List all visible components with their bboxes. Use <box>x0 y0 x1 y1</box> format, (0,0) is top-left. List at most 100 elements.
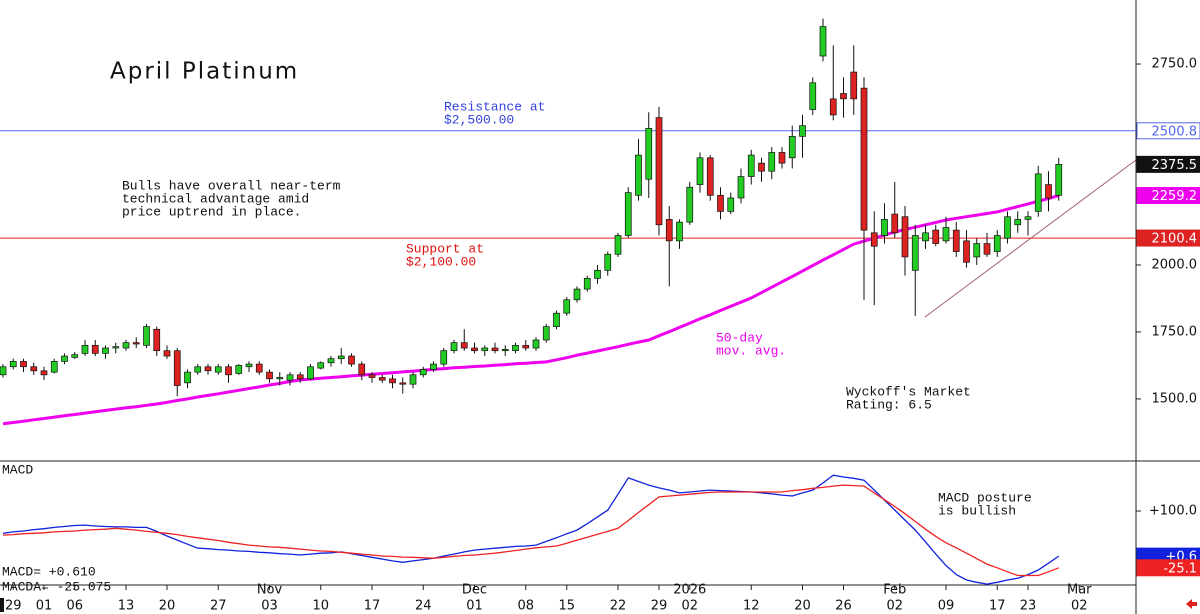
annotation: Resistance at <box>444 99 545 114</box>
candle-body <box>583 278 591 290</box>
candle-body <box>665 219 673 242</box>
candle-body <box>624 192 632 236</box>
value-box <box>1136 559 1200 577</box>
candle-body <box>501 349 509 352</box>
x-tick-label: 27 <box>210 599 227 614</box>
candle-body <box>358 363 366 376</box>
candle-body <box>532 339 540 349</box>
month-label: Mar <box>1067 583 1092 598</box>
candle-body <box>850 71 858 100</box>
annotation: Support at <box>406 241 484 256</box>
x-tick-label: 02 <box>886 599 903 614</box>
x-tick-label: 20 <box>159 599 176 614</box>
candle-body <box>983 243 991 255</box>
candle-body <box>758 162 765 172</box>
value-box <box>1136 122 1200 140</box>
x-tick-label: 29 <box>651 599 668 614</box>
value-label: 2375.5 <box>1152 158 1198 173</box>
x-tick-label: 03 <box>261 599 278 614</box>
x-tick-label: 26 <box>835 599 852 614</box>
candle-body <box>9 361 17 368</box>
candle-body <box>676 221 683 242</box>
candle-body <box>112 346 120 349</box>
candle-body <box>419 369 427 376</box>
candle-body <box>184 371 191 384</box>
candle-body <box>214 366 222 373</box>
candle-body <box>430 363 437 370</box>
candle-body <box>40 370 48 376</box>
candle-body <box>440 350 448 365</box>
x-tick-label: 22 <box>610 599 627 614</box>
candle-body <box>50 361 58 373</box>
candle-body <box>778 152 786 164</box>
candle-body <box>645 127 653 180</box>
x-tick-label: 17 <box>364 599 381 614</box>
month-label: 2026 <box>673 583 706 598</box>
candle-body <box>143 326 150 346</box>
y-tick-label: 1500.0 <box>1152 391 1198 406</box>
candle-body <box>747 154 755 177</box>
value-label: 2500.8 <box>1152 124 1198 139</box>
candle-body <box>173 350 181 386</box>
candle-body <box>266 371 273 380</box>
candle-body <box>717 194 724 212</box>
candle-body <box>840 93 847 100</box>
corner-mark <box>0 598 4 612</box>
candle-body <box>194 366 202 373</box>
candle-body <box>81 344 89 354</box>
candle-body <box>1004 216 1011 239</box>
candle-body <box>1045 184 1052 199</box>
candle-body <box>286 374 294 381</box>
value-label: 2100.4 <box>1152 232 1198 247</box>
candle-body <box>542 326 550 341</box>
x-tick-label: 13 <box>118 599 135 614</box>
value-label: -25.1 <box>1163 561 1197 576</box>
candle-body <box>296 374 304 380</box>
candle-body <box>911 235 919 271</box>
annotation: technical advantage amid <box>122 191 309 206</box>
x-tick-label: 29 <box>5 599 22 614</box>
candle-body <box>891 213 899 234</box>
annotation: price uptrend in place. <box>122 204 301 219</box>
candle-body <box>30 366 38 372</box>
candle-body <box>399 382 407 385</box>
candle-body <box>809 82 817 110</box>
candle-body <box>512 344 519 352</box>
x-tick-label: 02 <box>681 599 698 614</box>
candle-body <box>450 342 458 352</box>
candle-body <box>0 366 7 376</box>
candle-body <box>204 366 212 372</box>
candle-body <box>71 354 79 358</box>
candle-body <box>348 355 355 365</box>
x-tick-label: 01 <box>36 599 53 614</box>
x-tick-label: 02 <box>1071 599 1088 614</box>
candle-body <box>829 98 837 116</box>
x-tick-label: 24 <box>415 599 432 614</box>
candle-body <box>378 377 386 381</box>
candle-body <box>737 176 745 199</box>
value-box <box>1136 229 1200 247</box>
x-tick-label: 08 <box>517 599 534 614</box>
candle-body <box>604 253 612 271</box>
candle-body <box>522 344 530 349</box>
candle-body <box>61 355 68 362</box>
candle-body <box>327 358 335 364</box>
candle-body <box>768 152 776 172</box>
chart-title: MACD <box>2 462 33 477</box>
candle-body <box>122 342 130 349</box>
candle-body <box>573 288 581 301</box>
candle-body <box>337 355 345 360</box>
candle-body <box>860 87 868 231</box>
annotation: MACD posture <box>938 490 1032 505</box>
candle-body <box>799 125 806 137</box>
x-tick-label: 17 <box>989 599 1006 614</box>
candle-body <box>942 227 950 242</box>
candle-body <box>993 235 1001 252</box>
candle-body <box>553 312 560 327</box>
candle-body <box>132 342 140 345</box>
annotation: Bulls have overall near-term <box>122 178 341 193</box>
annotation: $2,500.00 <box>444 112 514 127</box>
candle-body <box>973 243 981 258</box>
